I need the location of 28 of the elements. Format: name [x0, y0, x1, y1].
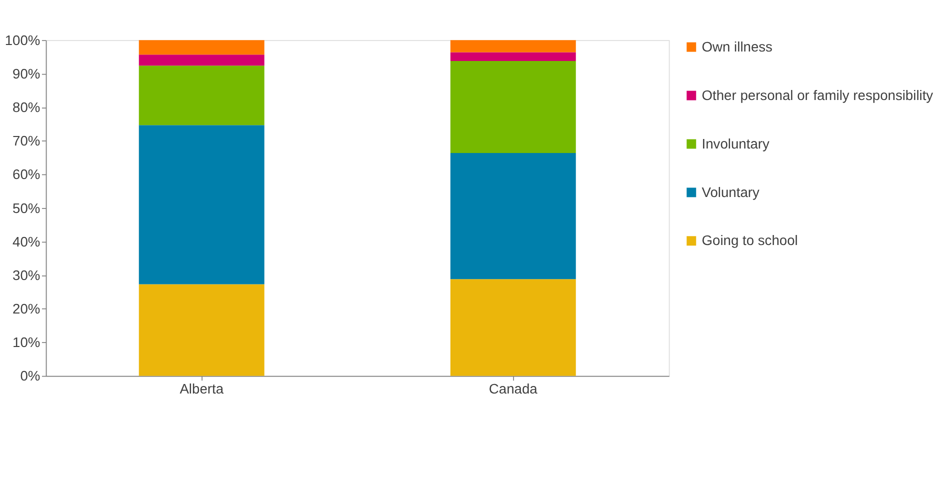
bar: [450, 152, 576, 280]
bar: [450, 40, 576, 52]
bar: [450, 279, 576, 376]
y-tick-label: 40%: [12, 233, 40, 250]
y-tick-label: 90%: [12, 65, 40, 82]
bar: [450, 52, 576, 61]
y-tick-label: 50%: [12, 200, 40, 216]
legend-label: Voluntary: [702, 184, 760, 200]
x-tick-label: Alberta: [180, 380, 224, 397]
y-tick-label: 70%: [12, 132, 40, 149]
y-tick-label: 100%: [4, 32, 40, 48]
legend-label: Own illness: [702, 38, 773, 54]
y-tick-label: 60%: [12, 166, 40, 182]
y-tick-label: 0%: [20, 368, 40, 384]
bar: [138, 125, 264, 284]
x-tick-label: Canada: [488, 380, 538, 397]
bar: [138, 54, 264, 66]
bar: [138, 66, 264, 126]
bar: [138, 284, 264, 376]
bar: [138, 40, 264, 55]
y-tick-label: 10%: [12, 334, 40, 350]
legend-label: Involuntary: [702, 135, 770, 152]
y-tick-label: 20%: [12, 300, 40, 316]
y-tick-label: 80%: [12, 99, 40, 116]
legend-label: Going to school: [702, 232, 798, 248]
y-tick-label: 30%: [12, 266, 40, 283]
legend-label: Other personal or family responsibility: [702, 86, 934, 103]
bar: [450, 60, 576, 153]
